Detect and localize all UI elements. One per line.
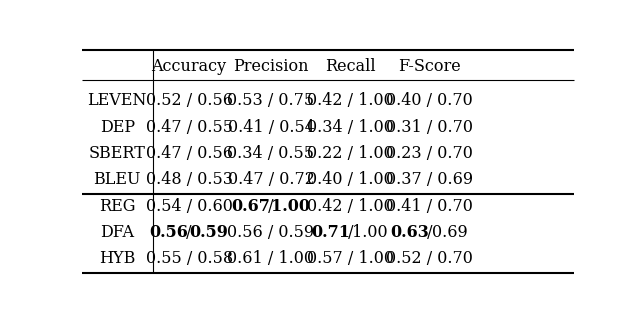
Text: 0.48 / 0.53: 0.48 / 0.53 <box>146 171 232 188</box>
Text: 0.22 / 1.00: 0.22 / 1.00 <box>307 145 394 162</box>
Text: 0.71: 0.71 <box>311 224 350 241</box>
Text: /: / <box>342 224 358 241</box>
Text: 0.23 / 0.70: 0.23 / 0.70 <box>387 145 473 162</box>
Text: HYB: HYB <box>99 250 136 267</box>
Text: 0.34 / 0.55: 0.34 / 0.55 <box>227 145 314 162</box>
Text: 0.61 / 1.00: 0.61 / 1.00 <box>227 250 314 267</box>
Text: 0.31 / 0.70: 0.31 / 0.70 <box>386 119 473 136</box>
Text: DFA: DFA <box>100 224 134 241</box>
Text: 0.37 / 0.69: 0.37 / 0.69 <box>386 171 473 188</box>
Text: /: / <box>422 224 438 241</box>
Text: 0.47 / 0.55: 0.47 / 0.55 <box>146 119 232 136</box>
Text: /: / <box>263 197 279 215</box>
Text: 0.47 / 0.72: 0.47 / 0.72 <box>228 171 314 188</box>
Text: 0.59: 0.59 <box>189 224 228 241</box>
Text: 0.34 / 1.00: 0.34 / 1.00 <box>307 119 394 136</box>
Text: 0.57 / 1.00: 0.57 / 1.00 <box>307 250 394 267</box>
Text: 0.47 / 0.56: 0.47 / 0.56 <box>146 145 232 162</box>
Text: 0.42 / 1.00: 0.42 / 1.00 <box>307 93 394 109</box>
Text: 0.56: 0.56 <box>150 224 189 241</box>
Text: 0.41 / 0.54: 0.41 / 0.54 <box>228 119 314 136</box>
Text: 0.54 / 0.60: 0.54 / 0.60 <box>146 197 232 215</box>
Text: 0.40 / 1.00: 0.40 / 1.00 <box>307 171 394 188</box>
Text: LEVEN: LEVEN <box>88 93 147 109</box>
Text: F-Score: F-Score <box>398 58 461 75</box>
Text: 0.41 / 0.70: 0.41 / 0.70 <box>387 197 473 215</box>
Text: SBERT: SBERT <box>89 145 146 162</box>
Text: Precision: Precision <box>233 58 308 75</box>
Text: 0.52 / 0.70: 0.52 / 0.70 <box>387 250 473 267</box>
Text: 0.53 / 0.75: 0.53 / 0.75 <box>227 93 314 109</box>
Text: /: / <box>181 224 197 241</box>
Text: 0.52 / 0.56: 0.52 / 0.56 <box>146 93 232 109</box>
Text: 0.55 / 0.58: 0.55 / 0.58 <box>145 250 233 267</box>
Text: 0.42 / 1.00: 0.42 / 1.00 <box>307 197 394 215</box>
Text: 0.40 / 0.70: 0.40 / 0.70 <box>387 93 473 109</box>
Text: 1.00: 1.00 <box>353 224 388 241</box>
Text: REG: REG <box>99 197 136 215</box>
Text: BLEU: BLEU <box>93 171 141 188</box>
Text: 1.00: 1.00 <box>271 197 310 215</box>
Text: 0.69: 0.69 <box>432 224 467 241</box>
Text: Accuracy: Accuracy <box>152 58 227 75</box>
Text: Recall: Recall <box>325 58 376 75</box>
Text: 0.56 / 0.59: 0.56 / 0.59 <box>227 224 314 241</box>
Text: 0.67: 0.67 <box>232 197 271 215</box>
Text: 0.63: 0.63 <box>390 224 429 241</box>
Text: DEP: DEP <box>100 119 135 136</box>
